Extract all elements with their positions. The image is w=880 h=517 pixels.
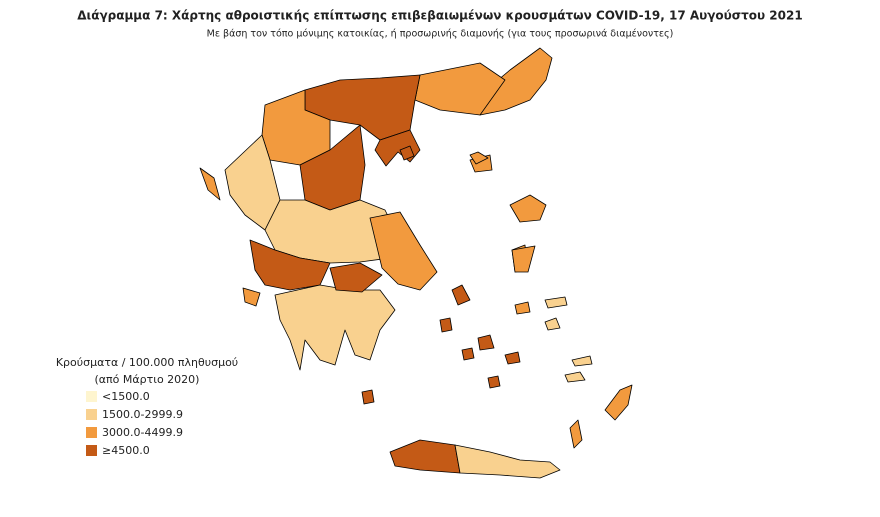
region	[544, 296, 568, 309]
title: Διάγραμμα 7: Χάρτης αθροιστικής επίπτωση…	[77, 9, 802, 23]
region	[571, 355, 593, 367]
region	[504, 351, 521, 365]
region	[477, 334, 495, 351]
region	[514, 301, 531, 315]
legend-swatch	[86, 409, 97, 420]
region	[564, 371, 586, 383]
region	[361, 389, 375, 405]
legend-swatch	[86, 391, 97, 402]
legend-label: ≥4500.0	[102, 444, 150, 457]
region	[242, 287, 261, 307]
legend-swatch	[86, 427, 97, 438]
legend-title: (από Μάρτιο 2020)	[95, 373, 200, 386]
region	[451, 284, 471, 306]
region	[199, 167, 221, 201]
legend-label: <1500.0	[102, 390, 150, 403]
region	[544, 317, 561, 331]
legend: <1500.0 1500.0-2999.9 3000.0-4499.9 ≥4500.0	[86, 390, 183, 457]
region	[479, 47, 553, 116]
region	[569, 419, 583, 449]
region	[274, 284, 396, 371]
legend-title: Κρούσματα / 100.000 πληθυσμού	[56, 356, 238, 369]
legend-swatch	[86, 445, 97, 456]
region	[329, 262, 383, 293]
region	[369, 211, 438, 291]
greece-map	[199, 47, 633, 479]
region	[604, 384, 633, 421]
region	[487, 375, 501, 389]
region	[509, 194, 547, 223]
region	[439, 317, 453, 333]
region	[469, 151, 489, 165]
legend-label: 1500.0-2999.9	[102, 408, 183, 421]
region	[511, 245, 536, 273]
region	[399, 145, 415, 161]
region	[454, 444, 561, 479]
region	[461, 347, 475, 361]
subtitle: Με βάση τον τόπο μόνιμης κατοικίας, ή πρ…	[207, 29, 674, 40]
legend-label: 3000.0-4499.9	[102, 426, 183, 439]
